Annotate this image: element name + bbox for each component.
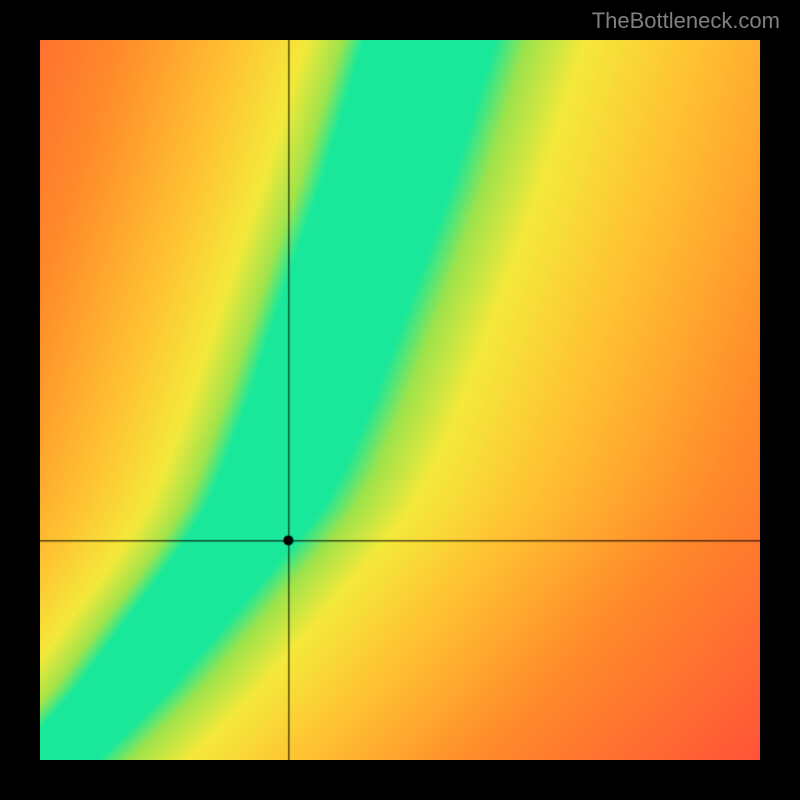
bottleneck-heatmap bbox=[40, 40, 760, 760]
watermark-text: TheBottleneck.com bbox=[592, 8, 780, 34]
heatmap-canvas bbox=[40, 40, 760, 760]
